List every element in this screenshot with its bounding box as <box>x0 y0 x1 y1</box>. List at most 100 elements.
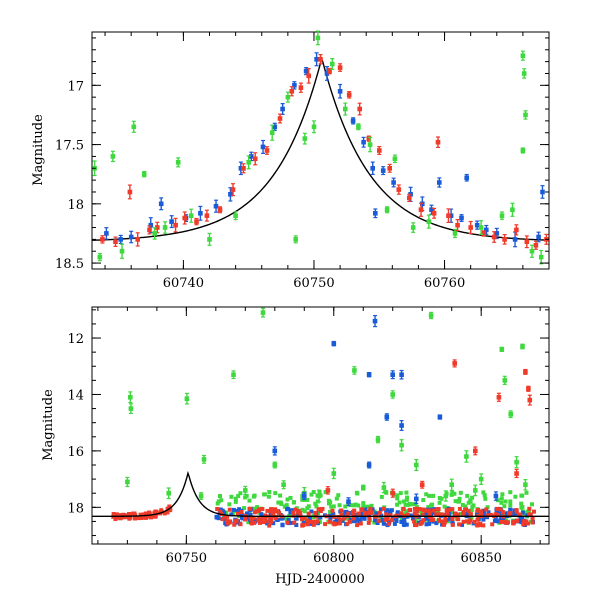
baseline-point <box>514 508 519 512</box>
baseline-point <box>227 502 232 507</box>
baseline-point <box>468 513 473 518</box>
baseline-point <box>360 507 365 512</box>
green-data-point <box>285 94 291 100</box>
baseline-point <box>395 493 400 498</box>
baseline-point <box>147 511 152 516</box>
red-data-point <box>523 369 528 375</box>
blue-data-point <box>391 180 396 185</box>
baseline-point <box>466 500 471 505</box>
blue-data-point <box>213 203 219 209</box>
baseline-point <box>402 523 407 527</box>
baseline-point <box>361 505 366 510</box>
baseline-point <box>246 520 251 525</box>
baseline-point <box>306 504 311 509</box>
baseline-point <box>248 513 253 517</box>
baseline-point <box>262 492 267 497</box>
red-data-point <box>306 73 311 79</box>
baseline-point <box>380 518 385 523</box>
baseline-point <box>507 511 512 516</box>
baseline-point <box>288 510 293 515</box>
baseline-point <box>390 518 395 523</box>
baseline-point <box>280 522 285 527</box>
green-data-point <box>478 476 484 482</box>
blue-data-point <box>437 180 442 185</box>
baseline-point <box>431 508 436 513</box>
baseline-point <box>463 504 468 509</box>
green-data-point <box>207 237 212 242</box>
baseline-point <box>328 509 333 514</box>
green-data-point <box>315 35 321 41</box>
baseline-point <box>499 500 504 505</box>
baseline-point <box>403 502 408 507</box>
baseline-point <box>379 494 384 499</box>
red-data-point <box>277 116 283 121</box>
baseline-point <box>499 496 504 501</box>
green-data-point <box>175 160 181 165</box>
red-data-point <box>514 227 519 233</box>
red-data-point <box>446 213 451 218</box>
baseline-point <box>351 512 356 517</box>
bottom-panel: 60750 60800 60850 12 14 16 18 Magnitude HJD-24… <box>41 306 550 587</box>
baseline-point <box>293 507 298 512</box>
green-data-point <box>523 482 528 487</box>
baseline-point <box>449 510 454 515</box>
blue-data-point <box>448 213 454 218</box>
red-data-point <box>526 386 531 392</box>
blue-data-point <box>361 139 366 145</box>
baseline-point <box>369 503 374 508</box>
blue-data-point <box>414 496 419 502</box>
baseline-point <box>498 517 503 522</box>
baseline-point <box>248 515 253 520</box>
baseline-point <box>421 507 426 512</box>
baseline-point <box>265 521 270 526</box>
baseline-point <box>398 491 403 496</box>
blue-data-point <box>148 222 154 228</box>
baseline-point <box>401 519 406 524</box>
baseline-point <box>377 510 382 515</box>
blue-data-point <box>437 414 443 420</box>
baseline-point <box>336 493 341 498</box>
baseline-point <box>475 508 480 513</box>
red-data-point <box>377 148 382 153</box>
y-tick-label: 17 <box>67 79 84 94</box>
x-tick-label: 60850 <box>461 551 502 566</box>
baseline-point <box>305 521 310 526</box>
red-data-point <box>527 397 533 403</box>
green-data-point <box>520 344 525 349</box>
baseline-point <box>331 511 336 516</box>
baseline-point <box>149 514 154 519</box>
baseline-point <box>323 522 328 527</box>
baseline-point <box>414 509 419 514</box>
baseline-point <box>331 504 336 509</box>
baseline-point <box>427 521 432 526</box>
baseline-point <box>247 510 252 515</box>
baseline-point <box>388 513 393 518</box>
baseline-point <box>508 499 513 504</box>
baseline-point <box>223 515 228 520</box>
green-data-point <box>162 225 168 230</box>
baseline-point <box>412 511 417 516</box>
baseline-point <box>527 512 532 517</box>
baseline-point <box>302 516 307 521</box>
baseline-point <box>445 512 450 517</box>
top-ticks: 60740 60750 60760 17 17.5 18 18.5 <box>55 32 550 291</box>
blue-data-point <box>350 118 356 124</box>
baseline-point <box>307 516 312 521</box>
green-data-point <box>367 142 373 147</box>
bottom-ticks: 60750 60800 60850 12 14 16 18 <box>67 307 549 566</box>
blue-data-point <box>399 423 404 428</box>
green-data-point <box>426 219 432 224</box>
baseline-point <box>268 516 273 521</box>
baseline-point <box>395 496 400 501</box>
baseline-point <box>247 506 252 511</box>
baseline-point <box>389 508 394 513</box>
baseline-point <box>421 498 426 502</box>
red-data-point <box>418 207 424 212</box>
green-data-point <box>375 437 381 442</box>
green-data-point <box>399 442 404 448</box>
blue-data-point <box>158 201 164 207</box>
green-data-point <box>414 462 419 468</box>
red-data-point <box>173 222 178 228</box>
green-data-point <box>330 61 335 67</box>
baseline-point <box>450 490 455 495</box>
